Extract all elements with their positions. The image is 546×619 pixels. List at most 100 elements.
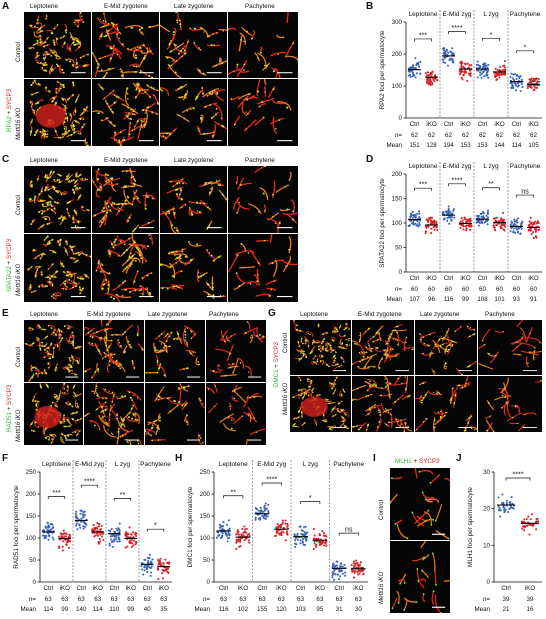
data-point	[414, 216, 417, 219]
chromosome-axis	[98, 414, 111, 427]
foci-dot	[41, 30, 44, 32]
foci-dot	[123, 139, 126, 142]
foci-dot	[324, 420, 327, 423]
foci-dot	[132, 65, 135, 67]
chromosome-axis	[121, 103, 139, 115]
foci-dot	[157, 439, 160, 441]
y-tick-label: 150	[26, 513, 37, 520]
foci-dot	[184, 204, 187, 206]
chromosome-axis	[98, 260, 111, 275]
data-point	[476, 60, 479, 63]
foci-dot	[117, 430, 120, 433]
chromosome-axis	[463, 426, 467, 432]
micrograph-image	[352, 320, 414, 375]
data-point	[517, 217, 520, 220]
foci-dot	[146, 274, 149, 277]
chromosome-axis	[72, 282, 81, 287]
chromosome-axis	[59, 216, 66, 225]
foci-dot	[173, 338, 175, 340]
foci-dot	[81, 206, 84, 209]
foci-dot	[63, 325, 66, 328]
foci-dot	[50, 441, 53, 443]
foci-dot	[207, 293, 210, 296]
data-point	[486, 209, 490, 212]
foci-dot	[35, 102, 38, 105]
foci-dot	[113, 353, 116, 356]
chromosome-axis	[50, 185, 57, 189]
foci-dot	[206, 35, 209, 38]
foci-dot	[247, 414, 250, 417]
foci-dot	[50, 343, 52, 346]
foci-dot	[380, 394, 383, 397]
foci-dot	[427, 509, 430, 512]
foci-dot	[142, 32, 144, 35]
foci-dot	[394, 329, 397, 332]
foci-dot	[247, 93, 250, 96]
foci-dot	[76, 346, 79, 349]
foci-dot	[147, 222, 150, 224]
foci-dot	[74, 272, 76, 275]
row-label-iko: Mettl16 iKO	[15, 409, 22, 442]
foci-dot	[397, 343, 399, 346]
foci-dot	[439, 345, 442, 348]
chromosome-axis	[185, 349, 197, 354]
foci-dot	[516, 346, 518, 348]
foci-dot	[121, 395, 124, 398]
foci-dot	[178, 114, 181, 117]
foci-dot	[302, 354, 305, 357]
foci-dot	[420, 401, 423, 404]
foci-dot	[33, 110, 36, 112]
foci-dot	[405, 387, 407, 389]
foci-dot	[429, 353, 432, 355]
foci-dot	[89, 335, 92, 337]
foci-dot	[370, 357, 372, 359]
foci-dot	[51, 438, 53, 441]
foci-dot	[56, 201, 59, 205]
foci-dot	[110, 405, 112, 407]
foci-dot	[335, 363, 337, 366]
foci-dot	[190, 337, 193, 340]
data-point	[509, 223, 512, 226]
chromosome-axis	[431, 368, 436, 375]
foci-dot	[166, 334, 168, 336]
foci-dot	[365, 395, 368, 398]
foci-dot	[108, 360, 111, 363]
foci-dot	[54, 251, 57, 254]
foci-dot	[106, 337, 108, 339]
foci-dot	[105, 344, 108, 347]
foci-dot	[312, 340, 315, 342]
chromosome-axis	[168, 398, 186, 405]
foci-dot	[53, 207, 56, 210]
foci-dot	[240, 243, 243, 245]
chart-f-rad51-foci: 0 50 100 150 200 250 RAD51 foci per spermatocy…	[6, 456, 174, 616]
foci-dot	[190, 352, 192, 354]
foci-dot	[179, 287, 181, 289]
foci-dot	[113, 241, 116, 244]
foci-dot	[76, 66, 79, 69]
foci-dot	[140, 257, 143, 260]
foci-dot	[432, 370, 435, 372]
chromosome-axis	[226, 344, 234, 362]
micrograph-image	[390, 468, 450, 540]
foci-dot	[314, 342, 316, 344]
foci-dot	[311, 351, 313, 353]
foci-dot	[385, 382, 387, 384]
foci-dot	[422, 397, 425, 399]
foci-dot	[127, 97, 129, 100]
data-point	[502, 73, 505, 76]
chromosome-axis	[174, 253, 189, 258]
foci-dot	[305, 393, 308, 395]
foci-dot	[390, 501, 392, 504]
chromosome-axis	[282, 212, 298, 216]
chromosome-axis	[197, 433, 203, 445]
foci-dot	[366, 428, 368, 431]
chromosome-axis	[73, 21, 80, 28]
foci-dot	[134, 227, 137, 230]
foci-dot	[136, 419, 139, 421]
foci-dot	[430, 523, 433, 526]
chromosome-axis	[442, 327, 450, 342]
foci-dot	[80, 418, 82, 420]
foci-dot	[245, 111, 247, 113]
foci-dot	[124, 280, 126, 282]
foci-dot	[331, 387, 333, 390]
